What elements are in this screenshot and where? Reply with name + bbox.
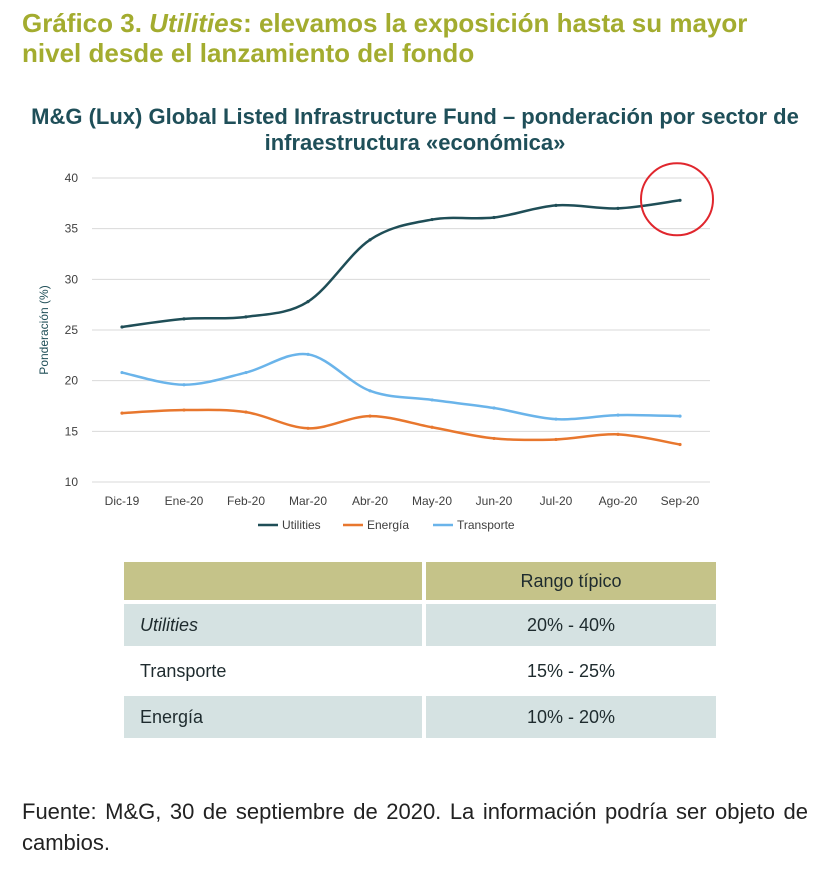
data-point-utilities	[430, 217, 434, 222]
data-point-utilities	[616, 206, 620, 210]
data-point-transporte	[678, 414, 682, 418]
table-cell-range: 10% - 20%	[426, 696, 716, 738]
data-point-utilities	[306, 300, 310, 304]
legend-label: Utilities	[282, 518, 321, 532]
legend-label: Energía	[367, 518, 409, 532]
y-axis-label: Ponderación (%)	[37, 285, 51, 374]
data-point-transporte	[306, 352, 310, 356]
data-point-energia	[492, 436, 496, 441]
data-point-transporte	[182, 383, 186, 387]
x-tick-label: Ago-20	[599, 494, 638, 508]
table-row: Utilities 20% - 40%	[124, 604, 716, 646]
y-tick-label: 40	[65, 171, 79, 185]
data-point-transporte	[120, 370, 124, 375]
table-cell-sector: Energía	[124, 696, 422, 738]
y-tick-label: 15	[65, 424, 79, 438]
table-row: Energía 10% - 20%	[124, 696, 716, 738]
x-tick-label: Abr-20	[352, 494, 388, 508]
x-tick-label: Dic-19	[105, 494, 140, 508]
data-point-energia	[244, 410, 248, 414]
data-point-utilities	[182, 317, 186, 321]
x-tick-label: May-20	[412, 494, 452, 508]
y-tick-label: 35	[65, 222, 79, 236]
data-point-transporte	[430, 398, 434, 402]
heading-italic: Utilities	[149, 8, 244, 38]
series-line-utilities	[121, 199, 681, 329]
x-tick-label: Mar-20	[289, 494, 327, 508]
series-line-transporte	[121, 352, 681, 421]
legend-label: Transporte	[457, 518, 515, 532]
x-tick-label: Jul-20	[540, 494, 573, 508]
typical-range-table: Rango típico Utilities 20% - 40% Transpo…	[120, 558, 720, 742]
table-header-row: Rango típico	[124, 562, 716, 600]
data-point-energia	[616, 432, 620, 436]
x-tick-label: Ene-20	[165, 494, 204, 508]
data-point-utilities	[492, 215, 496, 220]
highlight-circle	[640, 162, 714, 237]
series-line-energia	[121, 408, 681, 446]
heading-prefix: Gráfico 3.	[22, 8, 150, 38]
data-point-transporte	[554, 417, 558, 421]
data-point-energia	[306, 426, 310, 430]
data-point-transporte	[616, 413, 620, 417]
data-point-utilities	[554, 203, 558, 207]
data-point-energia	[120, 411, 124, 415]
data-point-transporte	[368, 389, 372, 393]
table-cell-sector: Utilities	[124, 604, 422, 646]
x-tick-label: Feb-20	[227, 494, 265, 508]
x-tick-label: Sep-20	[661, 494, 700, 508]
data-point-utilities	[678, 198, 682, 202]
source-note: Fuente: M&G, 30 de septiembre de 2020. L…	[22, 799, 808, 855]
data-point-utilities	[120, 325, 124, 329]
data-point-utilities	[244, 315, 248, 319]
chart-title: M&G (Lux) Global Listed Infrastructure F…	[31, 104, 799, 155]
heading-rest: : elevamos la exposición hasta su mayor …	[22, 8, 748, 68]
data-point-energia	[368, 414, 372, 418]
table-header-empty	[124, 562, 422, 600]
table-cell-range: 15% - 25%	[526, 660, 616, 681]
x-tick-label: Jun-20	[476, 494, 513, 508]
y-tick-label: 25	[65, 323, 79, 337]
data-point-transporte	[492, 406, 496, 410]
data-point-energia	[554, 437, 558, 442]
table-row: Transporte 15% - 25%	[124, 650, 716, 692]
data-point-transporte	[244, 370, 248, 375]
chart-heading: Gráfico 3. Utilities: elevamos la exposi…	[22, 8, 812, 68]
y-tick-label: 20	[65, 374, 79, 388]
table-header-range: Rango típico	[426, 562, 716, 600]
data-point-energia	[430, 425, 434, 429]
y-tick-label: 30	[65, 272, 79, 286]
data-point-energia	[678, 442, 682, 447]
line-chart: 10 15 20 25 30 35 40 Dic-19 Ene-20 Feb-20 Mar-20 Ab…	[37, 162, 714, 532]
table-cell-range: 20% - 40%	[426, 604, 716, 646]
y-tick-label: 10	[65, 475, 79, 489]
data-point-utilities	[368, 238, 372, 242]
data-point-energia	[182, 408, 186, 412]
table-cell-sector: Transporte	[140, 660, 227, 681]
